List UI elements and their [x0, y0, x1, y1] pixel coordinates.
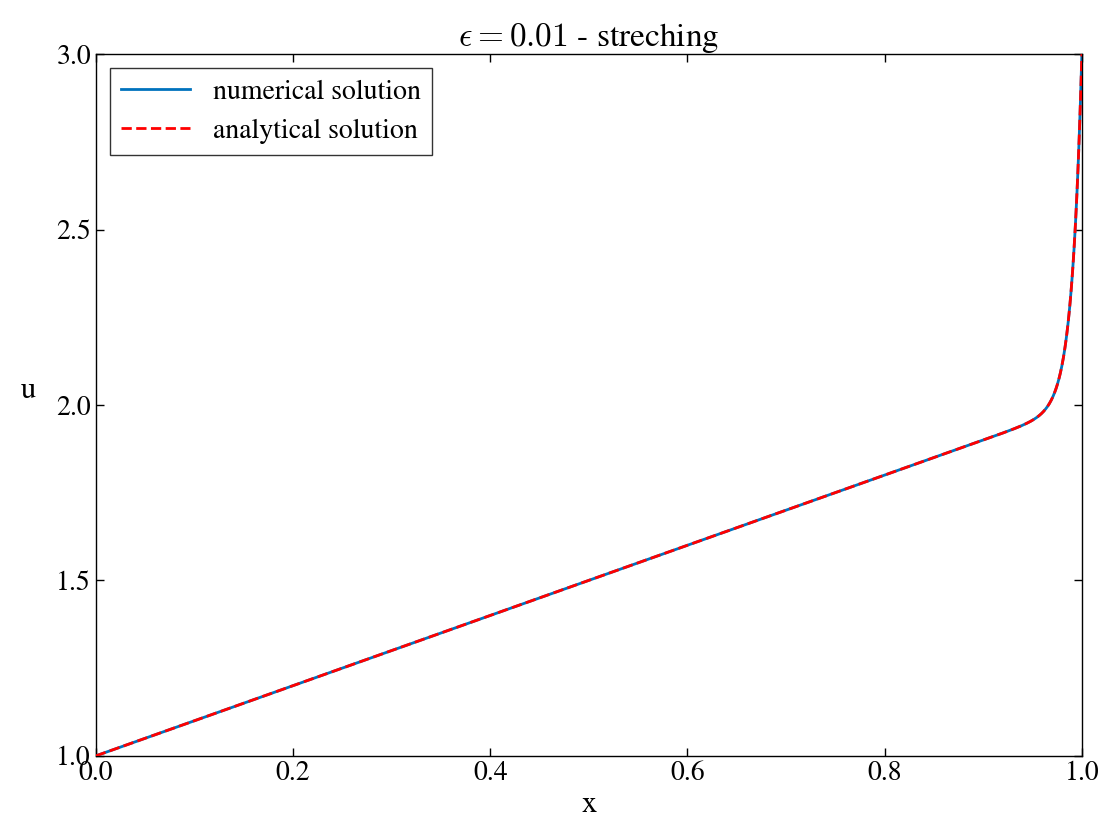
numerical solution [980, 433, 993, 444]
analytical solution [866, 475, 879, 485]
analytical solution [90, 751, 103, 761]
numerical solution [1070, 207, 1083, 217]
Line: analytical solution: analytical solution [96, 54, 1082, 756]
Title: $\epsilon = 0.01$ - streching: $\epsilon = 0.01$ - streching [458, 21, 719, 55]
numerical solution [1075, 49, 1089, 59]
Y-axis label: u: u [21, 377, 36, 405]
analytical solution [1046, 391, 1060, 401]
analytical solution [542, 590, 556, 600]
analytical solution [1075, 49, 1089, 59]
analytical solution [569, 580, 582, 591]
numerical solution [1010, 423, 1024, 433]
numerical solution [937, 449, 951, 459]
X-axis label: x: x [581, 791, 597, 819]
numerical solution [1075, 50, 1089, 60]
Legend: numerical solution, analytical solution: numerical solution, analytical solution [110, 68, 431, 155]
analytical solution [1046, 392, 1060, 402]
analytical solution [139, 733, 152, 743]
Line: numerical solution: numerical solution [96, 54, 1082, 756]
numerical solution [933, 451, 946, 461]
numerical solution [90, 751, 103, 761]
